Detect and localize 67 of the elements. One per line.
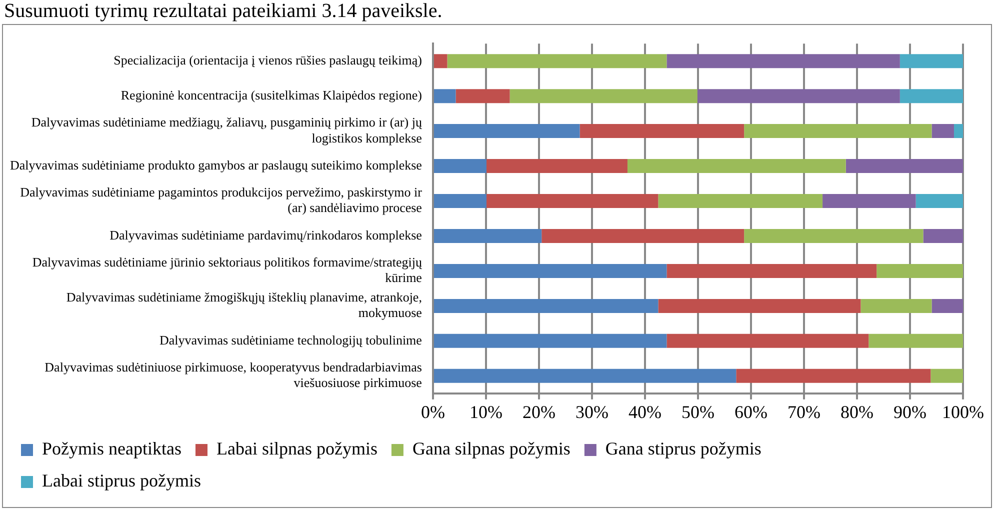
- y-tick-label: Dalyvavimas sudėtiniame produkto gamybos ar paslaugų suteikimo komplekse: [10, 157, 422, 172]
- x-tick-label: 50%: [681, 402, 714, 422]
- y-tick-label: Dalyvavimas sudėtiniame žmogiškųjų išteklių planavime, atrankoje, mokymuose: [66, 290, 422, 320]
- bar: [434, 159, 486, 174]
- bar: [434, 264, 667, 278]
- x-tick-label: 80%: [840, 402, 874, 422]
- bar: [434, 368, 736, 383]
- bar: [434, 298, 658, 313]
- bar: [900, 54, 963, 68]
- bar: [486, 159, 628, 174]
- bar: [434, 194, 486, 208]
- bar: [930, 368, 963, 383]
- bar: [447, 54, 667, 68]
- bar: [868, 334, 963, 348]
- bar: [923, 228, 963, 243]
- bar: [658, 194, 823, 208]
- legend-label: Labai stiprus požymis: [42, 470, 201, 491]
- x-tick-label: 20%: [522, 402, 556, 422]
- bar: [542, 228, 744, 243]
- legend-label: Gana silpnas požymis: [412, 438, 570, 459]
- bar: [434, 334, 667, 348]
- y-tick-label: Specializacija (orientacija į vienos rūšies paslaugų teikimą): [114, 52, 422, 68]
- bar: [736, 368, 931, 383]
- x-tick-label: 0%: [420, 402, 445, 422]
- bar: [658, 298, 861, 313]
- y-tick-label: Dalyvavimas sudėtiniame pagamintos produkcijos pervežimo, paskirstymo ir (ar) sandėliavimo procese: [20, 184, 423, 216]
- bar: [456, 89, 510, 104]
- bar: [627, 159, 846, 174]
- y-tick-label: Regioninė koncentracija (susitelkimas Klaipėdos regione): [120, 87, 422, 102]
- bar: [846, 159, 963, 174]
- bar: [954, 124, 963, 138]
- legend-label: Požymis neaptiktas: [42, 438, 182, 459]
- x-tick-label: 40%: [628, 402, 662, 422]
- legend-label: Gana stiprus požymis: [605, 438, 762, 459]
- bar: [822, 194, 916, 208]
- bar: [916, 194, 963, 208]
- bar: [486, 194, 658, 208]
- bar: [744, 228, 924, 243]
- bar: [932, 298, 963, 313]
- x-tick-label: 10%: [469, 402, 502, 422]
- bar: [666, 264, 877, 278]
- y-tick-label: Dalyvavimas sudėtiniame jūrinio sektoriaus politikos formavime/strategijų kūrime: [32, 254, 422, 286]
- bar: [744, 124, 932, 138]
- bar: [900, 89, 963, 104]
- x-tick-label: 30%: [575, 402, 608, 422]
- bar: [434, 89, 456, 104]
- bar: [876, 264, 963, 278]
- bar: [860, 298, 932, 313]
- bar: [434, 54, 448, 68]
- x-tick-label: 90%: [893, 402, 926, 422]
- text: Susumuoti tyrimų rezultatai pateikiami 3.14 paveiksle.: [3, 0, 444, 22]
- y-tick-label: Dalyvavimas sudėtiniame pardavimų/rinkodaros komplekse: [110, 227, 422, 242]
- bar: [580, 124, 744, 138]
- y-tick-label: Dalyvavimas sudėtiniame medžiagų, žaliavų, pusgaminių pirkimo ir (ar) jų logistikos komplekse: [31, 114, 422, 146]
- bar: [434, 228, 542, 243]
- bar: [666, 334, 869, 348]
- bar: [932, 124, 954, 138]
- legend-label: Labai silpnas požymis: [216, 438, 378, 459]
- bar: [434, 124, 580, 138]
- x-tick-label: 70%: [787, 402, 820, 422]
- x-tick-label: 60%: [734, 402, 768, 422]
- bar: [510, 89, 698, 104]
- bar: [666, 54, 900, 68]
- x-tick-label: 100%: [942, 402, 984, 422]
- bar: [697, 89, 900, 104]
- y-tick-label: Dalyvavimas sudėtiniuose pirkimuose, kooperatyvus bendradarbiavimas viešuosiuose pirkimuose: [44, 360, 422, 390]
- y-tick-label: Dalyvavimas sudėtiniame technologijų tobulinime: [159, 332, 422, 348]
